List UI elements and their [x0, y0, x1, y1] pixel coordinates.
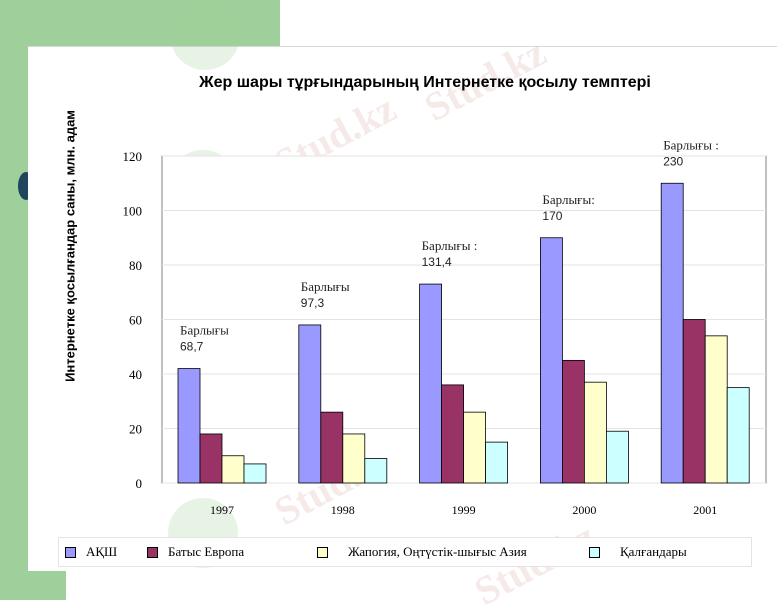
bar [540, 237, 563, 484]
x-tick-label: 1997 [210, 503, 234, 517]
legend-swatch [589, 546, 600, 558]
legend-item-western-europe: Батыс Европа [147, 544, 244, 560]
y-tick-label: 40 [129, 367, 142, 382]
x-tick-label: 1999 [452, 503, 476, 517]
bar [441, 384, 465, 484]
y-tick-label: 80 [129, 258, 142, 273]
bar [682, 319, 706, 484]
y-tick-label: 120 [123, 149, 143, 164]
legend-label: Батыс Европа [168, 544, 245, 559]
bar [320, 411, 344, 484]
total-annotation-value: 170 [542, 209, 562, 223]
legend-item-others: Қалғандары [589, 544, 687, 560]
total-annotation-label: Барлығы [180, 323, 229, 338]
x-tick-label: 1998 [331, 503, 355, 517]
legend-label: Қалғандары [620, 544, 687, 559]
x-tick-label: 2000 [572, 503, 596, 517]
bar [485, 441, 509, 484]
total-annotation-label: Барлығы : [422, 238, 478, 253]
bar [463, 411, 487, 484]
x-tick-label: 2001 [693, 503, 717, 517]
bar [298, 324, 322, 484]
y-tick-label: 0 [136, 476, 143, 491]
bar [419, 283, 443, 484]
total-annotation-label: Барлығы: [542, 192, 594, 207]
bar [342, 433, 366, 484]
bar [199, 433, 223, 484]
y-tick-label: 100 [123, 204, 143, 219]
total-annotation-value: 97,3 [301, 296, 325, 310]
legend: АҚШ Батыс Европа Жапогия, Оңтүстік-шығыс… [58, 537, 752, 567]
chart-title: Жер шары тұрғындарының Интернетке қосылу… [199, 74, 651, 91]
legend-swatch [317, 546, 328, 558]
total-annotation-label: Барлығы [301, 279, 350, 294]
legend-swatch [65, 546, 76, 558]
bar [606, 430, 629, 484]
total-annotation-value: 131,4 [422, 255, 452, 269]
bar [177, 368, 201, 484]
legend-swatch [147, 546, 158, 558]
bar [562, 359, 585, 484]
bar [660, 182, 684, 484]
bar [243, 463, 267, 484]
watermark-logo [170, 0, 240, 70]
bar [704, 335, 728, 484]
y-tick-label: 60 [129, 313, 142, 328]
legend-label: Жапогия, Оңтүстік-шығыс Азия [348, 544, 527, 559]
total-annotation-label: Барлығы : [663, 137, 719, 152]
bar-chart: 0 20 40 60 80 100 120 1997 Барлығы 68,7 1998 Барлығ… [123, 137, 767, 517]
total-annotation-value: 230 [663, 154, 683, 168]
legend-item-usa: АҚШ [65, 544, 117, 560]
legend-label: АҚШ [86, 544, 118, 559]
total-annotation-value: 68,7 [180, 340, 204, 354]
legend-item-japan-asia: Жапогия, Оңтүстік-шығыс Азия [317, 544, 527, 560]
bar [221, 455, 245, 484]
bar [584, 381, 607, 484]
bar [364, 458, 388, 484]
bar [726, 387, 750, 484]
y-tick-label: 20 [129, 422, 142, 437]
slide-background-top [0, 0, 280, 48]
